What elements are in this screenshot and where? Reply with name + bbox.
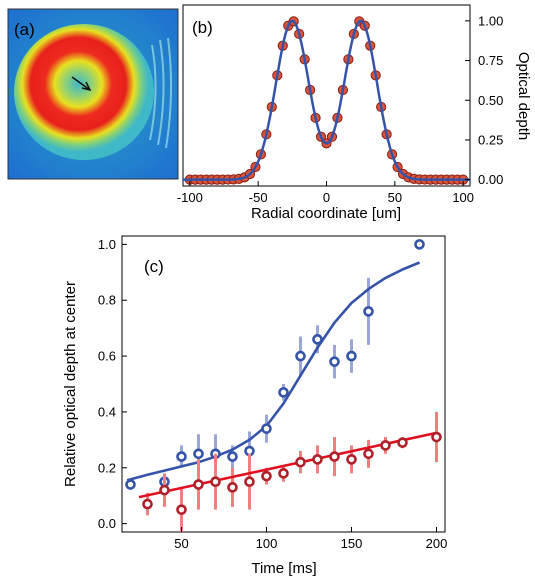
arrow-icon <box>71 76 92 92</box>
red-point-11 <box>329 451 340 462</box>
panel-a: (a) <box>7 8 179 180</box>
panel-c-xlabel: Time [ms] <box>251 560 316 577</box>
panel-c-ticks: 50 100 150 200 0.0 0.2 0.4 0.6 0.8 1.0 <box>98 237 447 551</box>
blue-point-7 <box>261 423 272 434</box>
red-point-0 <box>142 498 153 510</box>
b-xtick-label-4: 100 <box>452 190 474 205</box>
red-point-8 <box>278 468 289 479</box>
red-point-2 <box>176 504 187 515</box>
red-point-12 <box>346 454 357 465</box>
c-xtick-label-2: 150 <box>341 536 363 551</box>
c-xtick-label-3: 200 <box>426 536 448 551</box>
red-point-15 <box>397 437 408 448</box>
red-point-10 <box>312 454 323 465</box>
blue-point-2 <box>176 451 187 462</box>
red-point-1 <box>159 484 170 496</box>
c-ytick-label-4: 0.8 <box>98 293 116 308</box>
red-point-3 <box>193 479 204 490</box>
c-ytick-label-2: 0.4 <box>98 404 116 419</box>
red-point-14 <box>380 440 391 451</box>
red-point-9 <box>295 456 306 468</box>
blue-point-5 <box>227 451 238 462</box>
b-xtick-label-3: 50 <box>388 190 402 205</box>
red-point-7 <box>261 470 272 482</box>
blue-point-13 <box>363 306 374 317</box>
b-xtick-label-2: 0 <box>323 190 330 205</box>
b-ytick-label-1: 0.25 <box>478 132 503 147</box>
blue-point-14 <box>414 239 425 250</box>
b-ytick-label-4: 1.00 <box>478 13 503 28</box>
c-ytick-label-5: 1.0 <box>98 237 116 252</box>
panel-c-marks <box>125 239 442 532</box>
red-point-4 <box>210 476 221 488</box>
b-xtick-label-0: -100 <box>177 190 203 205</box>
panel-c-frame <box>121 235 446 533</box>
blue-point-0 <box>125 479 136 490</box>
c-ytick-label-3: 0.6 <box>98 349 116 364</box>
blue-point-12 <box>346 350 357 362</box>
panel-b-frame <box>182 4 471 187</box>
blue-fit-line <box>126 261 420 482</box>
red-point-6 <box>244 476 255 488</box>
red-point-13 <box>363 448 374 460</box>
blue-point-8 <box>278 387 289 398</box>
b-ytick-label-0: 0.00 <box>478 172 503 187</box>
panel-c-label: (c) <box>144 257 164 276</box>
red-point-5 <box>227 482 238 493</box>
panel-a-label: (a) <box>14 20 35 39</box>
blue-point-9 <box>295 350 306 362</box>
panel-b-xlabel: Radial coordinate [um] <box>251 205 401 222</box>
c-xtick-label-0: 50 <box>174 536 188 551</box>
panel-c-ylabel: Relative optical depth at center <box>62 281 79 487</box>
atom-ring-image <box>14 24 154 160</box>
b-ytick-label-2: 0.50 <box>478 93 503 108</box>
panel-b-ylabel: Optical depth <box>515 52 532 140</box>
c-ytick-label-1: 0.2 <box>98 460 116 475</box>
c-xtick-label-1: 100 <box>256 536 278 551</box>
panel-b-ticks: -100 -50 0 50 100 0.00 0.25 0.50 0.75 1.00 <box>177 13 503 205</box>
b-xtick-label-1: -50 <box>249 190 268 205</box>
panel-c: 50 100 150 200 0.0 0.2 0.4 0.6 0.8 1.0 (c) Time [… <box>62 235 447 577</box>
b-ytick-label-3: 0.75 <box>478 53 503 68</box>
c-ytick-label-0: 0.0 <box>98 516 116 531</box>
fringe-pattern <box>149 37 173 149</box>
blue-point-10 <box>312 334 323 345</box>
profile-fit-line <box>183 19 470 181</box>
panel-b-marks <box>183 16 470 185</box>
panel-b-label: (b) <box>192 18 213 37</box>
blue-point-11 <box>329 356 340 367</box>
panel-b: -100 -50 0 50 100 0.00 0.25 0.50 0.75 1.00 (b) Ra… <box>177 4 532 222</box>
blue-point-3 <box>193 448 204 460</box>
red-point-16 <box>431 431 442 443</box>
